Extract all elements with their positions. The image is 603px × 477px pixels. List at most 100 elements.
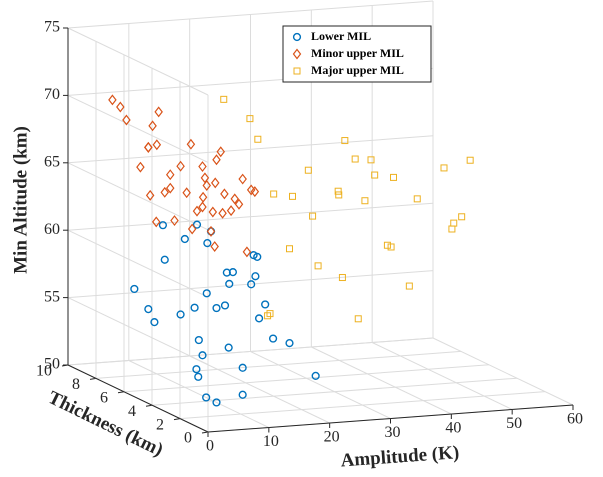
grid-line bbox=[311, 346, 452, 415]
point bbox=[238, 363, 247, 372]
point bbox=[144, 305, 153, 314]
point bbox=[254, 135, 262, 143]
point bbox=[390, 173, 397, 181]
grid-line bbox=[67, 27, 209, 96]
point bbox=[160, 186, 170, 198]
point bbox=[220, 188, 229, 200]
point bbox=[268, 334, 278, 343]
point bbox=[216, 146, 226, 158]
point bbox=[354, 315, 362, 323]
grid-line bbox=[67, 135, 434, 164]
z-tick-label: 75 bbox=[44, 19, 60, 36]
point bbox=[170, 215, 179, 227]
point bbox=[210, 177, 220, 189]
point bbox=[314, 262, 322, 270]
point bbox=[186, 138, 196, 150]
legend-marker bbox=[292, 48, 302, 60]
point bbox=[192, 220, 202, 229]
y-tick-label: 4 bbox=[128, 403, 136, 420]
point bbox=[226, 205, 236, 217]
point bbox=[254, 314, 264, 323]
grid-line bbox=[189, 355, 330, 424]
point bbox=[206, 225, 216, 237]
legend-marker bbox=[292, 32, 302, 42]
point bbox=[387, 243, 395, 251]
point bbox=[413, 195, 421, 203]
grid-line bbox=[123, 364, 490, 393]
point bbox=[341, 137, 349, 145]
legend-label: Lower MIL bbox=[311, 29, 371, 43]
grid-line bbox=[67, 229, 209, 298]
point bbox=[383, 241, 391, 249]
point bbox=[165, 182, 175, 194]
tick-mark bbox=[173, 418, 181, 421]
point bbox=[218, 207, 227, 219]
tick-mark bbox=[117, 391, 125, 394]
x-tick-label: 60 bbox=[567, 411, 583, 428]
point bbox=[458, 213, 466, 221]
point bbox=[405, 282, 413, 290]
point bbox=[116, 101, 125, 113]
y-tick-label: 6 bbox=[100, 389, 108, 406]
point bbox=[212, 303, 221, 313]
point bbox=[187, 223, 197, 235]
point bbox=[194, 372, 203, 381]
tick-mark bbox=[89, 377, 97, 380]
point bbox=[202, 179, 212, 191]
point bbox=[148, 120, 157, 132]
point bbox=[222, 268, 231, 277]
point bbox=[192, 365, 201, 374]
legend-label: Minor upper MIL bbox=[311, 46, 404, 60]
point bbox=[198, 201, 207, 213]
point bbox=[182, 187, 191, 199]
tick-mark bbox=[145, 404, 153, 407]
grid-line bbox=[179, 391, 546, 420]
point bbox=[108, 94, 117, 106]
point bbox=[220, 301, 230, 310]
y-tick-label: 10 bbox=[36, 363, 52, 380]
x-tick-label: 0 bbox=[206, 438, 214, 455]
point bbox=[192, 205, 202, 217]
point bbox=[361, 197, 369, 205]
point bbox=[311, 371, 320, 380]
legend-label: Major upper MIL bbox=[311, 63, 404, 77]
x-tick-label: 30 bbox=[385, 424, 401, 441]
grid-line bbox=[67, 270, 434, 299]
z-tick-label: 70 bbox=[44, 86, 60, 103]
point bbox=[225, 279, 234, 289]
point bbox=[270, 190, 278, 198]
point bbox=[176, 160, 185, 172]
tick-mark bbox=[201, 431, 209, 434]
z-tick-label: 65 bbox=[44, 153, 60, 170]
point bbox=[351, 155, 359, 163]
point bbox=[150, 318, 159, 327]
point bbox=[335, 191, 343, 199]
point bbox=[242, 246, 252, 258]
point bbox=[238, 390, 247, 399]
legend-box bbox=[282, 25, 432, 83]
grid-line bbox=[67, 0, 434, 29]
point bbox=[251, 272, 260, 281]
point bbox=[151, 216, 161, 228]
point bbox=[130, 284, 139, 294]
z-tick-label: 55 bbox=[44, 288, 60, 305]
point bbox=[180, 234, 189, 244]
point bbox=[208, 206, 218, 218]
grid-line bbox=[67, 297, 209, 366]
point bbox=[200, 172, 210, 184]
point bbox=[289, 192, 296, 200]
point bbox=[466, 156, 474, 164]
point bbox=[198, 351, 207, 360]
axis-line bbox=[207, 404, 574, 433]
point bbox=[440, 164, 448, 172]
x-tick-label: 50 bbox=[506, 415, 522, 432]
point bbox=[338, 274, 346, 282]
point bbox=[367, 156, 375, 164]
point bbox=[309, 212, 317, 220]
grid-line bbox=[371, 342, 513, 410]
grid-line bbox=[67, 94, 209, 163]
point bbox=[266, 310, 274, 318]
point bbox=[304, 166, 312, 174]
point bbox=[264, 312, 272, 320]
